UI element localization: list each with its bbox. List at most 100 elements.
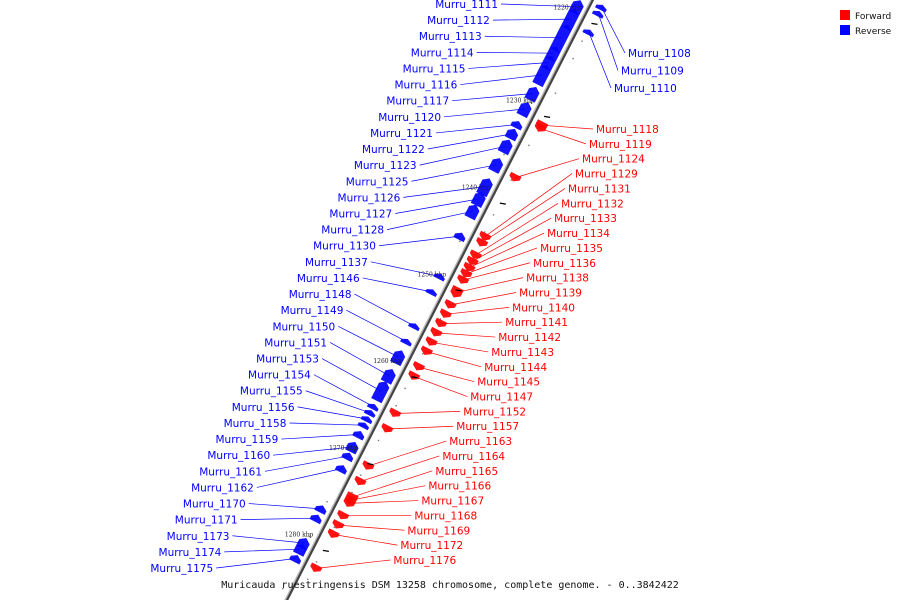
leader-line [430,341,489,353]
gene-murru-1134[interactable] [463,261,476,272]
scale-dot [351,491,353,494]
gene-murru-1142[interactable] [430,326,443,337]
gene-label: Murru_1133 [554,213,617,225]
gene-label: Murru_1120 [378,112,441,124]
gene-murru-1162[interactable] [334,465,347,475]
gene-label: Murru_1117 [386,96,449,108]
gene-murru-1158[interactable] [357,422,370,431]
leader-line [256,468,342,488]
legend-swatch-forward [840,10,850,20]
gene-label: Murru_1159 [215,434,278,446]
gene-murru-1140[interactable] [439,308,452,318]
gene-murru-1139[interactable] [444,298,457,309]
gene-murru-1128[interactable] [464,204,480,221]
gene-murru-1116[interactable] [532,65,551,88]
gene-murru-1164[interactable] [354,475,367,486]
gene-murru-1152[interactable] [389,407,402,417]
gene-murru-1130[interactable] [453,232,466,243]
scale-dot [439,318,442,320]
gene-murru-1123[interactable] [497,139,513,156]
leader-line [378,235,461,247]
legend-label-reverse: Reverse [855,27,892,37]
gene-murru-1110[interactable] [582,29,595,38]
gene-label: Murru_1110 [614,83,677,95]
gene-murru-1132[interactable] [469,249,483,259]
kbp-tick [543,115,551,118]
gene-label: Murru_1163 [449,436,512,448]
gene-label: Murru_1150 [272,321,335,333]
gene-label: Murru_1128 [321,225,384,237]
backbone-shade [284,0,593,600]
leader-line [264,455,349,472]
gene-murru-1157[interactable] [381,422,394,433]
gene-murru-1168[interactable] [337,509,350,520]
kbp-tick [367,462,374,466]
scale-dot [404,387,406,390]
gene-murru-1144[interactable] [420,345,434,355]
gene-label: Murru_1140 [512,302,575,314]
gene-murru-1135[interactable] [460,267,473,278]
gene-murru-1159[interactable] [352,431,365,441]
gene-label: Murru_1124 [582,154,645,166]
leader-line [471,217,552,262]
gene-label: Murru_1116 [395,80,458,92]
gene-murru-1133[interactable] [466,255,479,266]
gene-murru-1129[interactable] [479,230,492,241]
leader-line [367,440,447,467]
gene-murru-1125[interactable] [488,158,504,174]
gene-murru-1148[interactable] [407,323,420,332]
gene-murru-1169[interactable] [332,519,345,529]
gene-murru-1121[interactable] [510,121,523,131]
gene-murru-1122[interactable] [504,128,519,142]
leader-line [332,534,398,546]
gene-murru-1170[interactable] [314,505,327,515]
gene-label: Murru_1145 [477,377,540,389]
scale-dot [282,587,284,590]
leader-line [273,446,353,456]
gene-murru-1149[interactable] [400,338,412,347]
gene-murru-1153[interactable] [371,381,390,404]
gene-label: Murru_1113 [419,31,482,43]
gene-murru-1120[interactable] [516,102,532,119]
gene-murru-1154[interactable] [366,403,379,412]
gene-murru-1138[interactable] [450,284,464,298]
scale-dot [483,231,486,233]
leader-line [456,277,524,293]
leader-line [297,406,368,420]
leader-line [350,485,426,501]
gene-murru-1171[interactable] [309,514,322,525]
leader-line [500,3,578,8]
gene-murru-1141[interactable] [435,317,448,328]
leader-line [474,203,559,256]
gene-murru-1160[interactable] [345,441,359,455]
gene-murru-1156[interactable] [360,416,373,425]
gene-murru-1167[interactable] [343,497,356,507]
gene-murru-1131[interactable] [476,236,489,247]
gene-murru-1150[interactable] [390,350,406,367]
gene-murru-1143[interactable] [425,336,438,346]
gene-murru-1161[interactable] [341,452,354,463]
leader-line [338,325,399,358]
gene-murru-1155[interactable] [363,409,376,418]
gene-murru-1146[interactable] [425,289,438,297]
gene-murru-1136[interactable] [457,274,470,284]
gene-murru-1175[interactable] [288,555,302,565]
gene-murru-1109[interactable] [591,10,604,19]
gene-murru-1119[interactable] [534,122,547,132]
gene-murru-1108[interactable] [594,4,607,13]
leader-line [492,18,571,21]
gene-murru-1137[interactable] [433,273,445,282]
gene-murru-1172[interactable] [327,528,340,538]
gene-murru-1174[interactable] [292,544,307,557]
gene-murru-1176[interactable] [310,562,323,572]
gene-murru-1145[interactable] [412,360,426,371]
leader-line [452,93,533,102]
gene-murru-1117[interactable] [524,86,540,103]
gene-label: Murru_1176 [393,555,456,567]
leader-line [514,158,580,179]
gene-murru-1124[interactable] [509,171,522,182]
gene-murru-1147[interactable] [408,370,421,380]
gene-label: Murru_1165 [435,466,498,478]
genome-caption: Muricauda ruestringensis DSM 13258 chrom… [221,580,679,591]
